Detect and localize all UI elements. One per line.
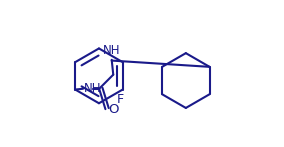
- Text: NH: NH: [103, 44, 120, 57]
- Text: NH: NH: [84, 82, 101, 95]
- Text: F: F: [116, 93, 124, 106]
- Text: O: O: [108, 103, 119, 116]
